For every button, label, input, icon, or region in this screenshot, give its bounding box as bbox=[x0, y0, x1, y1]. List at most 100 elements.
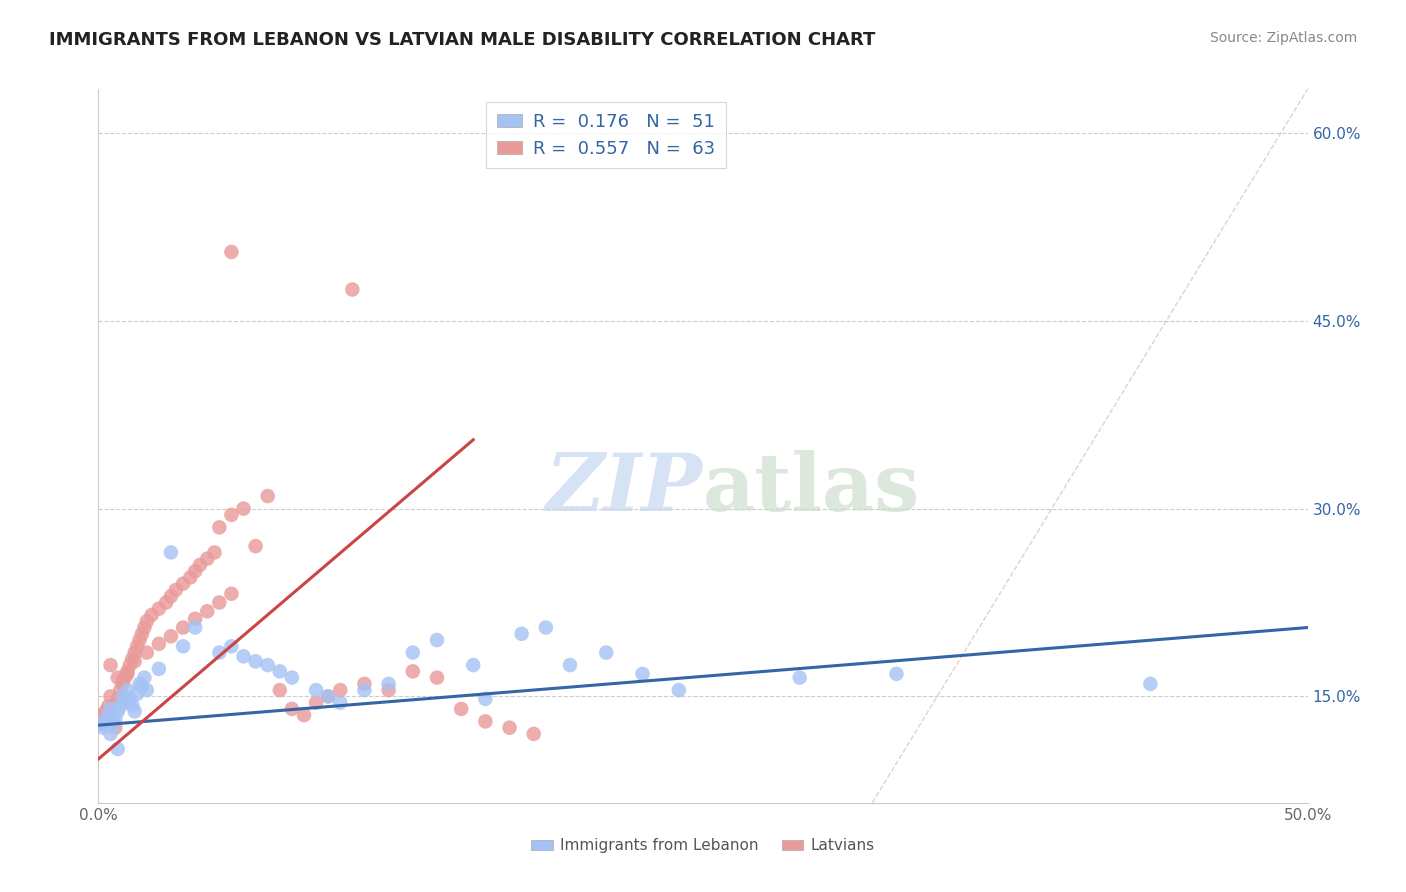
Point bbox=[107, 705, 129, 719]
Point bbox=[118, 658, 141, 673]
Point bbox=[135, 683, 157, 698]
Point bbox=[160, 545, 183, 559]
Point bbox=[353, 677, 375, 691]
Point bbox=[127, 687, 149, 701]
Point bbox=[135, 646, 157, 660]
Point bbox=[221, 640, 243, 654]
Point bbox=[101, 714, 124, 729]
Point bbox=[97, 708, 120, 723]
Point bbox=[245, 539, 267, 553]
Point bbox=[124, 646, 146, 660]
Point bbox=[316, 690, 339, 704]
Point bbox=[474, 692, 496, 706]
Text: Source: ZipAtlas.com: Source: ZipAtlas.com bbox=[1209, 31, 1357, 45]
Point bbox=[111, 677, 134, 691]
Point bbox=[91, 721, 114, 735]
Point bbox=[97, 699, 120, 714]
Point bbox=[232, 501, 254, 516]
Point bbox=[108, 699, 131, 714]
Point bbox=[107, 742, 129, 756]
Point bbox=[595, 646, 617, 660]
Point bbox=[131, 679, 153, 693]
Point bbox=[94, 705, 117, 719]
Point bbox=[426, 633, 449, 648]
Point bbox=[121, 698, 143, 713]
Point bbox=[305, 696, 328, 710]
Point bbox=[1139, 677, 1161, 691]
Point bbox=[256, 658, 278, 673]
Text: IMMIGRANTS FROM LEBANON VS LATVIAN MALE DISABILITY CORRELATION CHART: IMMIGRANTS FROM LEBANON VS LATVIAN MALE … bbox=[49, 31, 876, 49]
Point bbox=[121, 652, 143, 666]
Point bbox=[208, 520, 231, 534]
Point bbox=[184, 612, 207, 626]
Point bbox=[179, 570, 201, 584]
Point bbox=[127, 640, 149, 654]
Point bbox=[111, 690, 134, 704]
Point bbox=[498, 721, 520, 735]
Point bbox=[117, 666, 139, 681]
Point bbox=[377, 683, 399, 698]
Point bbox=[160, 629, 183, 643]
Point bbox=[195, 551, 218, 566]
Point bbox=[101, 718, 124, 732]
Point bbox=[90, 717, 112, 731]
Point bbox=[160, 589, 183, 603]
Point bbox=[329, 683, 352, 698]
Point bbox=[789, 671, 811, 685]
Point bbox=[221, 244, 243, 259]
Point bbox=[510, 627, 533, 641]
Point bbox=[117, 665, 139, 679]
Point bbox=[221, 508, 243, 522]
Point bbox=[292, 708, 315, 723]
Point bbox=[104, 712, 127, 726]
Point bbox=[100, 658, 122, 673]
Point bbox=[353, 683, 375, 698]
Point bbox=[128, 677, 150, 691]
Point bbox=[148, 662, 170, 676]
Point bbox=[184, 564, 207, 578]
Text: atlas: atlas bbox=[703, 450, 921, 528]
Point bbox=[172, 621, 194, 635]
Point bbox=[188, 558, 211, 572]
Point bbox=[316, 690, 339, 704]
Point bbox=[269, 665, 291, 679]
Point bbox=[245, 654, 267, 668]
Point bbox=[124, 654, 146, 668]
Point bbox=[204, 545, 226, 559]
Point bbox=[131, 627, 153, 641]
Point bbox=[114, 671, 136, 685]
Point bbox=[668, 683, 690, 698]
Point bbox=[558, 658, 581, 673]
Point bbox=[108, 683, 131, 698]
Point bbox=[124, 705, 146, 719]
Point bbox=[104, 721, 127, 735]
Point bbox=[232, 649, 254, 664]
Point bbox=[100, 727, 122, 741]
Point bbox=[269, 683, 291, 698]
Point bbox=[155, 595, 177, 609]
Point bbox=[221, 587, 243, 601]
Point bbox=[100, 702, 122, 716]
Point bbox=[148, 601, 170, 615]
Point bbox=[463, 658, 485, 673]
Point bbox=[329, 696, 352, 710]
Point bbox=[94, 714, 117, 729]
Point bbox=[534, 621, 557, 635]
Point bbox=[107, 692, 129, 706]
Point bbox=[402, 646, 425, 660]
Point bbox=[195, 604, 218, 618]
Point bbox=[172, 640, 194, 654]
Point bbox=[90, 708, 112, 723]
Point bbox=[886, 666, 908, 681]
Legend: Immigrants from Lebanon, Latvians: Immigrants from Lebanon, Latvians bbox=[524, 832, 882, 859]
Point bbox=[100, 690, 122, 704]
Point bbox=[631, 666, 654, 681]
Point bbox=[402, 665, 425, 679]
Point bbox=[281, 702, 304, 716]
Point bbox=[135, 614, 157, 628]
Point bbox=[114, 696, 136, 710]
Point bbox=[184, 621, 207, 635]
Point bbox=[91, 717, 114, 731]
Point bbox=[305, 683, 328, 698]
Point bbox=[128, 633, 150, 648]
